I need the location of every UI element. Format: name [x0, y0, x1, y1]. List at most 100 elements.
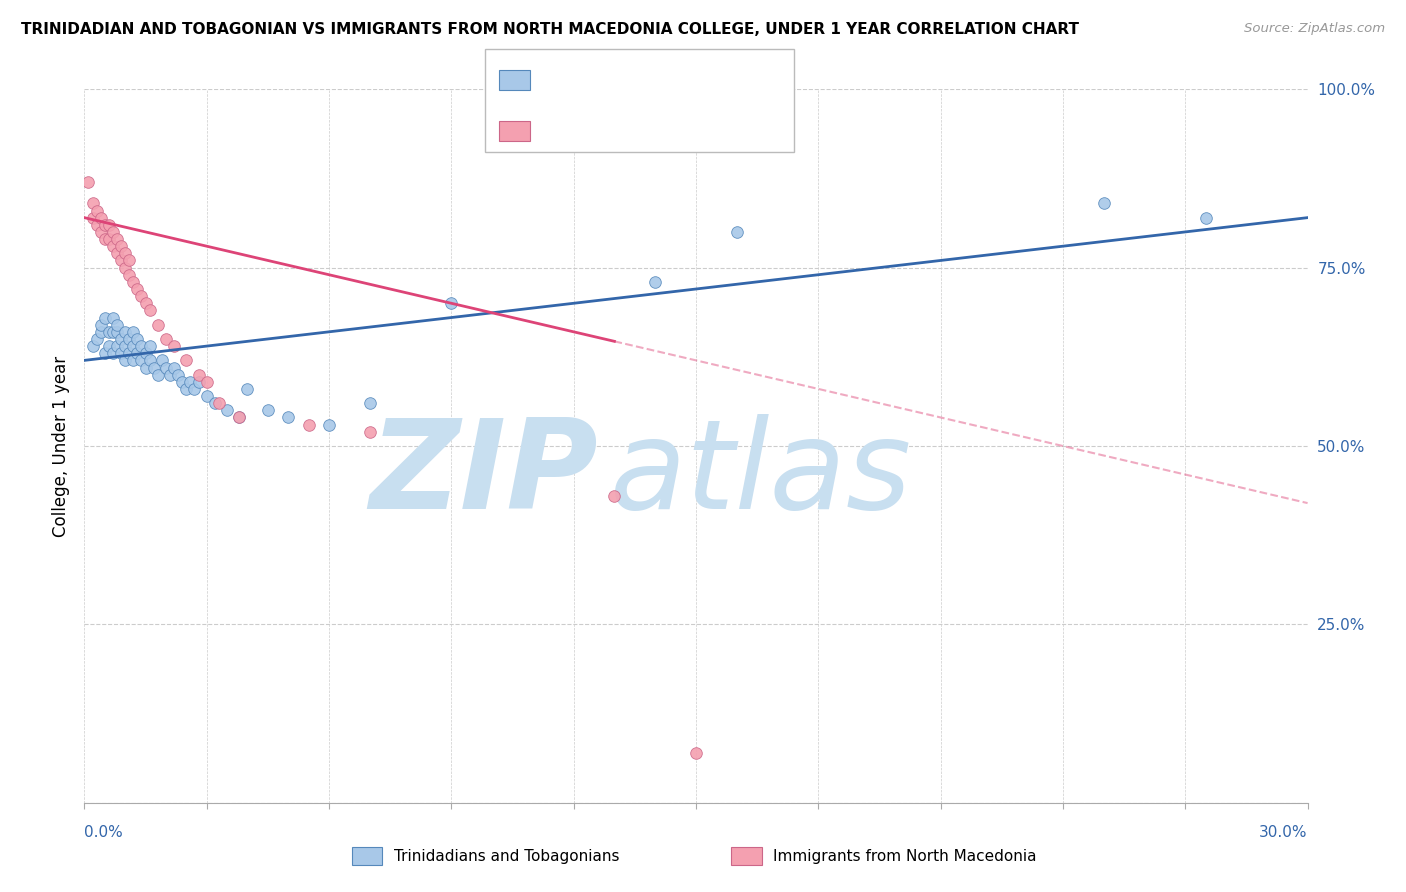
Point	[93, 232, 117, 246]
Point	[82, 339, 104, 353]
Point	[228, 410, 250, 425]
Text: Source: ZipAtlas.com: Source: ZipAtlas.com	[1244, 22, 1385, 36]
Point	[101, 346, 124, 360]
Point	[77, 175, 100, 189]
Text: -0.531: -0.531	[576, 122, 636, 140]
Point	[101, 225, 124, 239]
Point	[110, 253, 132, 268]
Point	[127, 332, 149, 346]
Text: 30.0%: 30.0%	[1260, 825, 1308, 840]
Point	[440, 296, 463, 310]
Text: 0.349: 0.349	[583, 70, 637, 89]
Point	[359, 396, 381, 410]
Point	[118, 346, 141, 360]
Point	[118, 268, 141, 282]
Point	[217, 403, 239, 417]
Point	[155, 360, 177, 375]
Point	[97, 325, 120, 339]
Point	[685, 746, 707, 760]
Point	[155, 332, 177, 346]
Point	[1092, 196, 1115, 211]
Text: N =: N =	[637, 122, 685, 140]
Point	[86, 332, 108, 346]
Text: atlas: atlas	[610, 414, 912, 535]
Text: 59: 59	[686, 70, 709, 89]
Point	[135, 296, 157, 310]
Point	[146, 368, 169, 382]
Point	[90, 325, 112, 339]
Point	[93, 346, 117, 360]
Point	[298, 417, 321, 432]
Point	[110, 346, 132, 360]
Point	[114, 339, 136, 353]
Y-axis label: College, Under 1 year: College, Under 1 year	[52, 355, 70, 537]
Point	[150, 353, 173, 368]
Point	[1195, 211, 1218, 225]
Point	[118, 253, 141, 268]
Point	[159, 368, 181, 382]
Point	[127, 282, 149, 296]
Point	[179, 375, 201, 389]
Point	[176, 382, 198, 396]
Text: TRINIDADIAN AND TOBAGONIAN VS IMMIGRANTS FROM NORTH MACEDONIA COLLEGE, UNDER 1 Y: TRINIDADIAN AND TOBAGONIAN VS IMMIGRANTS…	[21, 22, 1078, 37]
Point	[97, 339, 120, 353]
Point	[118, 332, 141, 346]
Point	[142, 360, 165, 375]
Text: Immigrants from North Macedonia: Immigrants from North Macedonia	[773, 849, 1036, 863]
Point	[318, 417, 340, 432]
Point	[257, 403, 280, 417]
Point	[114, 325, 136, 339]
Point	[110, 239, 132, 253]
Point	[101, 325, 124, 339]
Point	[86, 203, 108, 218]
Text: R =: R =	[541, 70, 578, 89]
Point	[204, 396, 226, 410]
Text: N =: N =	[637, 70, 685, 89]
Point	[131, 289, 153, 303]
Point	[131, 339, 153, 353]
Text: R =: R =	[541, 122, 578, 140]
Point	[163, 339, 186, 353]
Text: ZIP: ZIP	[370, 414, 598, 535]
Point	[97, 218, 120, 232]
Point	[90, 211, 112, 225]
Point	[195, 389, 218, 403]
Point	[86, 218, 108, 232]
Point	[105, 325, 128, 339]
Point	[122, 325, 145, 339]
Point	[187, 375, 209, 389]
Point	[138, 339, 160, 353]
Point	[135, 346, 157, 360]
Point	[97, 232, 120, 246]
Point	[172, 375, 194, 389]
Point	[481, 139, 503, 153]
Point	[127, 346, 149, 360]
Point	[122, 275, 145, 289]
Point	[187, 368, 209, 382]
Point	[167, 368, 190, 382]
Point	[228, 410, 250, 425]
Point	[135, 360, 157, 375]
Point	[277, 410, 299, 425]
Point	[146, 318, 169, 332]
Text: Trinidadians and Tobagonians: Trinidadians and Tobagonians	[394, 849, 619, 863]
Point	[131, 353, 153, 368]
Text: 38: 38	[686, 122, 709, 140]
Point	[90, 318, 112, 332]
Point	[105, 318, 128, 332]
Point	[183, 382, 205, 396]
Point	[208, 396, 231, 410]
Point	[644, 275, 666, 289]
Point	[114, 353, 136, 368]
Point	[110, 332, 132, 346]
Text: 0.0%: 0.0%	[84, 825, 124, 840]
Point	[725, 225, 748, 239]
Point	[163, 360, 186, 375]
Point	[93, 310, 117, 325]
Point	[138, 303, 160, 318]
Point	[122, 353, 145, 368]
Point	[359, 425, 381, 439]
Point	[93, 218, 117, 232]
Point	[176, 353, 198, 368]
Point	[114, 260, 136, 275]
